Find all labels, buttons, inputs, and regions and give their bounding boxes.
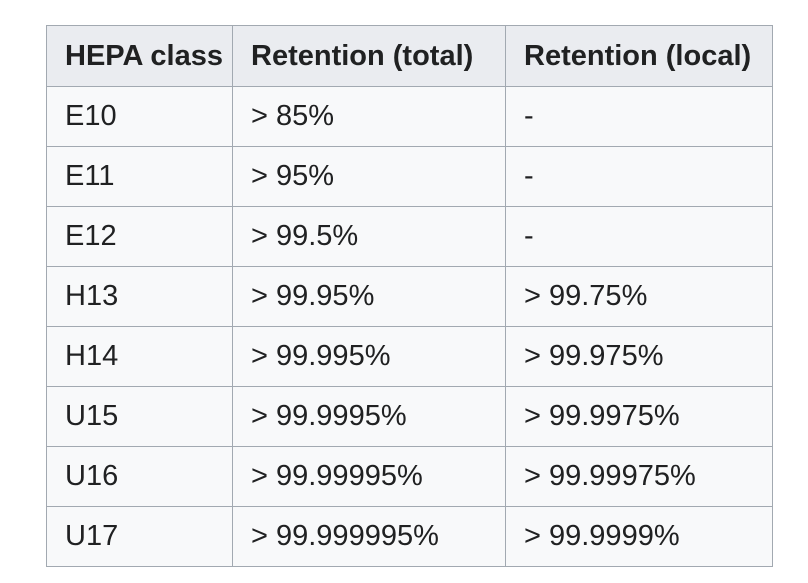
hepa-class-cell: E12 — [46, 206, 233, 267]
table-row: U17 > 99.999995% > 99.9999% — [46, 506, 773, 567]
hepa-class-cell: H13 — [46, 266, 233, 327]
table-row: U16 > 99.99995% > 99.99975% — [46, 446, 773, 507]
retention-total-cell: > 99.95% — [232, 266, 506, 327]
table-row: H13 > 99.95% > 99.75% — [46, 266, 773, 327]
retention-local-cell: > 99.9975% — [505, 386, 773, 447]
hepa-class-cell: U16 — [46, 446, 233, 507]
retention-total-cell: > 99.9995% — [232, 386, 506, 447]
hepa-class-cell: E11 — [46, 146, 233, 207]
table-row: E12 > 99.5% - — [46, 206, 773, 267]
hepa-class-cell: U15 — [46, 386, 233, 447]
column-header-retention-total: Retention (total) — [232, 25, 506, 87]
retention-local-cell: > 99.9999% — [505, 506, 773, 567]
retention-local-cell: - — [505, 86, 773, 147]
header-row: HEPA class Retention (total) Retention (… — [46, 25, 773, 87]
column-header-hepa-class: HEPA class — [46, 25, 233, 87]
retention-total-cell: > 99.995% — [232, 326, 506, 387]
hepa-class-table: HEPA class Retention (total) Retention (… — [46, 25, 773, 567]
retention-total-cell: > 99.5% — [232, 206, 506, 267]
column-header-retention-local: Retention (local) — [505, 25, 773, 87]
table-row: H14 > 99.995% > 99.975% — [46, 326, 773, 387]
hepa-class-cell: H14 — [46, 326, 233, 387]
retention-local-cell: - — [505, 146, 773, 207]
hepa-class-cell: U17 — [46, 506, 233, 567]
hepa-class-cell: E10 — [46, 86, 233, 147]
retention-total-cell: > 99.999995% — [232, 506, 506, 567]
retention-total-cell: > 99.99995% — [232, 446, 506, 507]
retention-local-cell: > 99.75% — [505, 266, 773, 327]
retention-total-cell: > 95% — [232, 146, 506, 207]
retention-local-cell: - — [505, 206, 773, 267]
table-row: E11 > 95% - — [46, 146, 773, 207]
retention-total-cell: > 85% — [232, 86, 506, 147]
retention-local-cell: > 99.99975% — [505, 446, 773, 507]
table-row: E10 > 85% - — [46, 86, 773, 147]
table-row: U15 > 99.9995% > 99.9975% — [46, 386, 773, 447]
retention-local-cell: > 99.975% — [505, 326, 773, 387]
